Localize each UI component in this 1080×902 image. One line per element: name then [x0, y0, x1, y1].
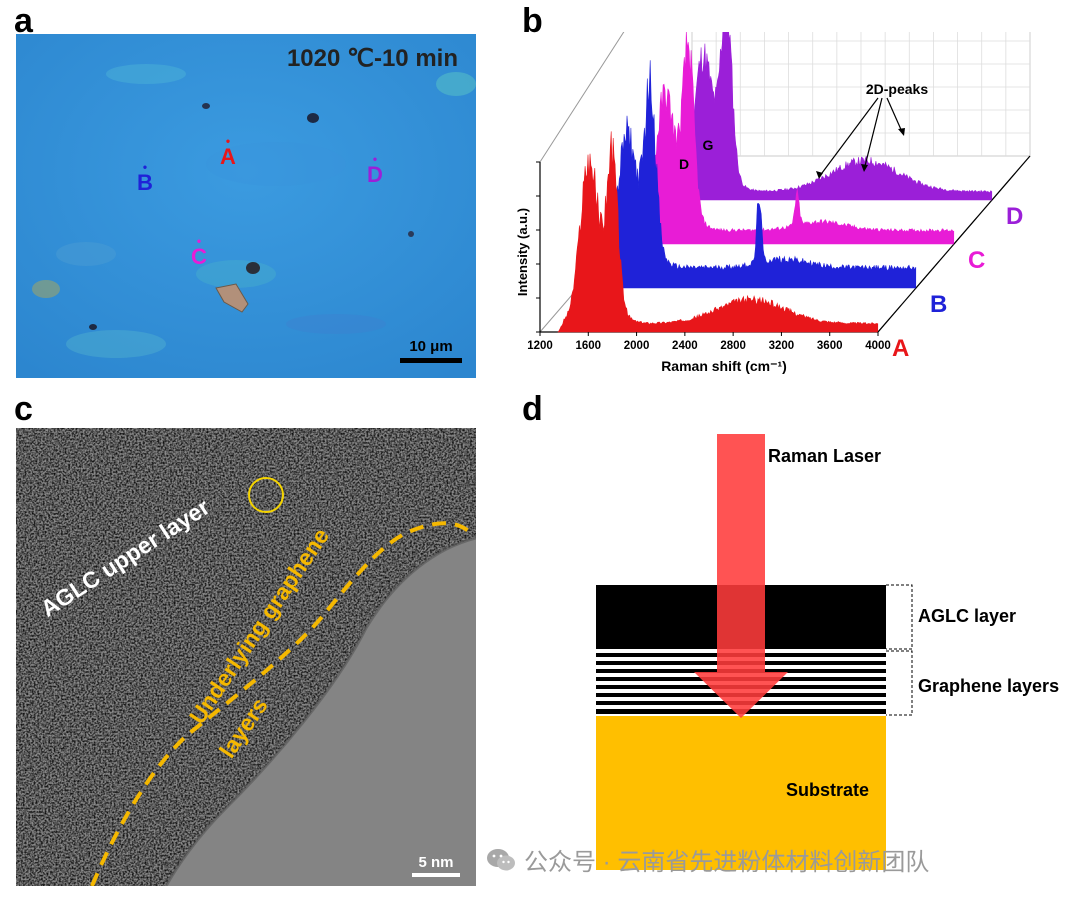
series-label-B: B: [930, 291, 947, 318]
arrow-2d-c: [863, 97, 883, 171]
point-c-label: C: [191, 244, 207, 269]
panel-letter-c: c: [14, 390, 33, 428]
aglc-layer-label: AGLC layer: [918, 606, 1017, 626]
growth-condition: 1020 ℃-10 min: [286, 45, 458, 72]
panel-letter-a: a: [14, 2, 33, 40]
x-tick-label: 4000: [865, 340, 891, 352]
scale-bar-a: [400, 358, 462, 363]
annotation-g-peak: G: [703, 137, 714, 153]
panel-letter-b: b: [522, 2, 543, 40]
x-tick-label: 2800: [720, 340, 746, 352]
optical-micrograph: 1020 ℃-10 min • A • B • C • D 10 μm: [16, 34, 476, 378]
point-d: • D: [367, 152, 383, 187]
point-a: • A: [220, 134, 236, 169]
arrow-2d-d: [886, 97, 904, 135]
series-D-spectrum: [671, 0, 993, 201]
x-tick-label: 1200: [527, 340, 553, 352]
annotation-d-peak: D: [679, 156, 689, 172]
scale-bar-label-a: 10 μm: [409, 338, 453, 355]
substrate-label: Substrate: [786, 780, 870, 800]
tem-image: AGLC upper layer Underlying graphene lay…: [16, 428, 476, 886]
point-d-label: D: [367, 162, 383, 187]
series-label-A: A: [892, 335, 909, 362]
x-tick-label: 2000: [624, 340, 650, 352]
graphene-layers-label: Graphene layers: [918, 676, 1060, 696]
y-axis-label: Intensity (a.u.): [515, 208, 530, 296]
series-C-spectrum: [633, 30, 955, 245]
watermark-text: 公众号 · 云南省先进粉体材料创新团队: [524, 849, 930, 876]
x-tick-label: 2400: [672, 340, 698, 352]
wechat-icon: [487, 848, 515, 870]
raman-laser-label: Raman Laser: [768, 446, 882, 466]
arrow-2d-b: [818, 97, 879, 178]
x-tick-label: 3600: [817, 340, 843, 352]
point-a-label: A: [220, 144, 236, 169]
series-B-spectrum: [595, 60, 917, 289]
annotation-2d-peaks: 2D-peaks: [866, 81, 928, 97]
series-label-C: C: [968, 247, 985, 274]
series-A-spectrum: [557, 131, 879, 333]
schematic: Raman Laser AGLC layer Graphene layers S…: [520, 420, 1080, 890]
scale-bar-c: [412, 873, 460, 877]
point-c: • C: [191, 234, 207, 269]
point-b: • B: [137, 160, 153, 195]
series-label-D: D: [1006, 203, 1023, 230]
panel-letter-d: d: [522, 390, 543, 428]
x-axis-label: Raman shift (cm⁻¹): [661, 358, 787, 374]
x-tick-label: 3200: [769, 340, 795, 352]
watermark: 公众号 · 云南省先进粉体材料创新团队: [486, 842, 929, 877]
scale-bar-label-c: 5 nm: [418, 854, 454, 871]
point-b-label: B: [137, 170, 153, 195]
raman-laser-arrow: [694, 434, 788, 718]
x-tick-label: 1600: [575, 340, 601, 352]
substrate-block: [596, 716, 886, 870]
